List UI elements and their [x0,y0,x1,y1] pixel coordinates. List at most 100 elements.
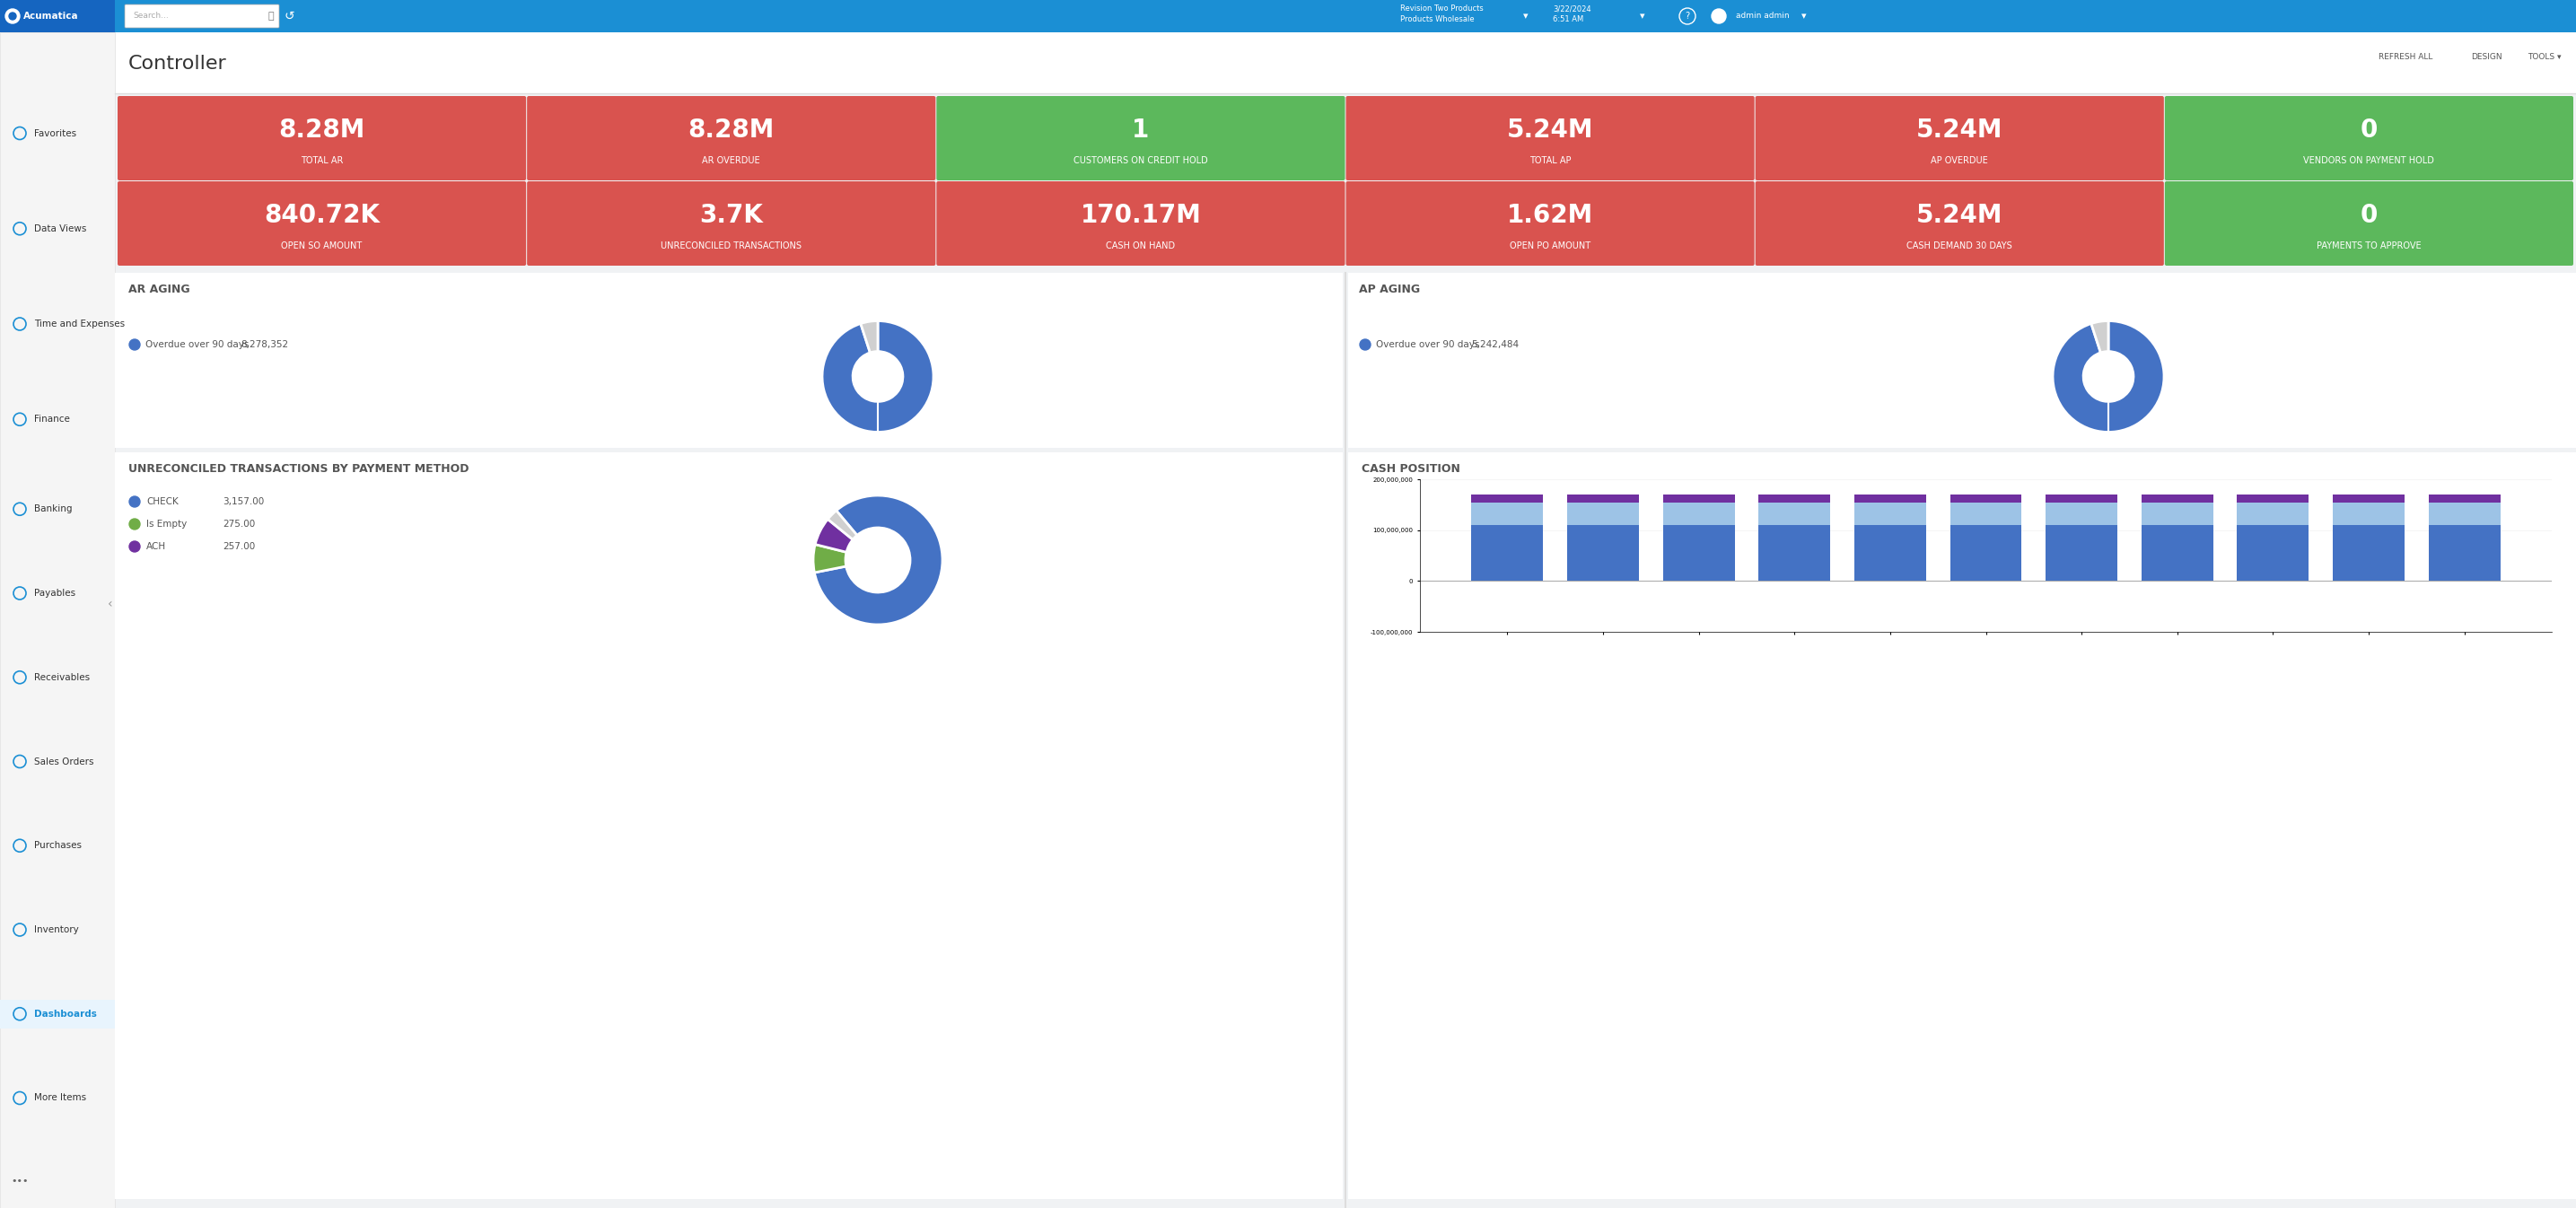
Bar [2236,503,2308,525]
Bar [2429,525,2501,581]
Text: 170.17M: 170.17M [1079,203,1200,228]
Circle shape [1360,339,1370,350]
Text: UNRECONCILED TRANSACTIONS BY PAYMENT METHOD: UNRECONCILED TRANSACTIONS BY PAYMENT MET… [129,463,469,475]
Bar [1855,503,1927,525]
Circle shape [5,8,21,23]
Bar [1566,525,1638,581]
FancyBboxPatch shape [1754,95,2164,180]
Text: Banking: Banking [33,505,72,513]
FancyBboxPatch shape [1345,95,1754,180]
Bar [1566,503,1638,525]
Text: REFRESH ALL: REFRESH ALL [2378,52,2432,60]
Text: ▾: ▾ [1641,12,1646,21]
Bar [1759,494,1832,503]
Text: 5.24M: 5.24M [1507,117,1595,143]
Bar [2334,494,2403,503]
Text: UNRECONCILED TRANSACTIONS: UNRECONCILED TRANSACTIONS [662,242,801,250]
Circle shape [129,496,139,507]
FancyBboxPatch shape [1345,181,1754,266]
FancyBboxPatch shape [1754,181,2164,266]
Bar [2334,525,2403,581]
Wedge shape [2092,321,2107,353]
Circle shape [129,518,139,529]
Text: Data Views: Data Views [33,225,88,233]
Text: AP AGING: AP AGING [1360,283,1419,295]
Text: 5.24M: 5.24M [1917,117,2004,143]
Text: admin admin: admin admin [1736,12,1790,21]
Circle shape [129,339,139,350]
FancyBboxPatch shape [938,181,1345,266]
Bar [2045,494,2117,503]
Text: ACH: ACH [147,542,167,551]
Text: 3.7K: 3.7K [701,203,762,228]
Text: Receivables: Receivables [33,673,90,681]
Text: ▾: ▾ [1522,12,1528,21]
Bar [1566,494,1638,503]
Text: Payables: Payables [33,588,75,598]
Bar [2236,525,2308,581]
Text: PAYMENTS TO APPROVE: PAYMENTS TO APPROVE [2316,242,2421,250]
Text: AP OVERDUE: AP OVERDUE [1932,156,1989,165]
Text: Search...: Search... [134,12,167,21]
Text: TOTAL AP: TOTAL AP [1530,156,1571,165]
Text: 257.00: 257.00 [222,542,255,551]
Text: 1.62M: 1.62M [1507,203,1595,228]
Text: 8,278,352: 8,278,352 [240,341,289,349]
Wedge shape [822,321,933,432]
Text: ⌕: ⌕ [268,12,273,21]
FancyBboxPatch shape [528,181,935,266]
FancyBboxPatch shape [118,95,526,180]
Bar [1664,525,1734,581]
Bar [1855,494,1927,503]
FancyBboxPatch shape [528,95,935,180]
Text: ▾: ▾ [1801,12,1806,21]
Bar [1950,503,2022,525]
Text: 5,242,484: 5,242,484 [1471,341,1520,349]
Text: 0: 0 [2360,203,2378,228]
Text: TOTAL AR: TOTAL AR [301,156,343,165]
Bar [1471,525,1543,581]
Bar [2236,494,2308,503]
Text: Sales Orders: Sales Orders [33,757,93,766]
Text: More Items: More Items [33,1093,85,1103]
Wedge shape [814,519,853,552]
Text: Time and Expenses: Time and Expenses [33,319,124,329]
Bar [1950,494,2022,503]
Bar [2141,525,2213,581]
Bar [1347,273,2576,448]
Bar [0,0,116,33]
Bar [1950,525,2022,581]
Bar [1759,503,1832,525]
Text: Overdue over 90 days: Overdue over 90 days [144,341,250,349]
FancyBboxPatch shape [124,5,278,28]
Bar [2045,503,2117,525]
Text: Finance: Finance [33,414,70,424]
Bar [1759,525,1832,581]
Text: Overdue over 90 days: Overdue over 90 days [1376,341,1479,349]
Text: Purchases: Purchases [33,841,82,850]
Wedge shape [2053,321,2164,432]
Bar [116,273,1342,448]
Text: DESIGN: DESIGN [2470,52,2501,60]
FancyBboxPatch shape [938,95,1345,180]
Text: CUSTOMERS ON CREDIT HOLD: CUSTOMERS ON CREDIT HOLD [1074,156,1208,165]
Bar [2141,494,2213,503]
Circle shape [129,541,139,552]
Text: 5.24M: 5.24M [1917,203,2004,228]
Text: Dashboards: Dashboards [33,1010,98,1018]
Text: 8.28M: 8.28M [278,117,366,143]
Text: 275.00: 275.00 [222,519,255,529]
Bar [1471,494,1543,503]
FancyBboxPatch shape [2164,95,2573,180]
Text: VENDORS ON PAYMENT HOLD: VENDORS ON PAYMENT HOLD [2303,156,2434,165]
Bar [1664,494,1734,503]
Text: 3,157.00: 3,157.00 [222,498,265,506]
Bar [2429,494,2501,503]
Circle shape [1710,8,1726,23]
Text: OPEN PO AMOUNT: OPEN PO AMOUNT [1510,242,1589,250]
Bar [1471,503,1543,525]
Text: CASH ON HAND: CASH ON HAND [1105,242,1175,250]
Text: Favorites: Favorites [33,129,77,138]
Text: OPEN SO AMOUNT: OPEN SO AMOUNT [281,242,363,250]
Wedge shape [814,545,848,573]
